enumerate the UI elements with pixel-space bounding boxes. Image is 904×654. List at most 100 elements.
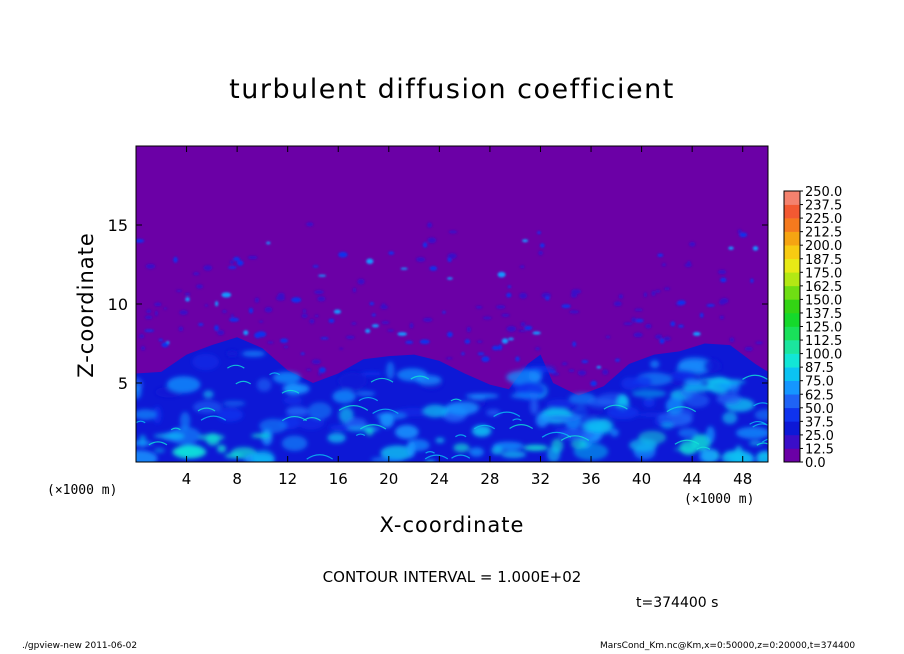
colorbar-label: 237.5 — [805, 199, 842, 214]
eddy-speck — [631, 317, 637, 323]
eddy-speck — [154, 302, 162, 307]
eddy-speck — [204, 304, 208, 307]
colorbar-label: 250.0 — [805, 185, 842, 200]
eddy-speck — [615, 358, 620, 362]
eddy-speck — [387, 329, 394, 332]
field-texture-blob — [203, 390, 214, 399]
eddy-speck — [306, 368, 312, 371]
eddy-speck — [692, 331, 701, 336]
field-texture-blob — [422, 404, 448, 418]
eddy-speck — [590, 380, 597, 387]
colorbar-label: 162.5 — [805, 280, 842, 295]
x-tick-label: 28 — [480, 470, 499, 488]
field-texture-blob — [332, 389, 356, 404]
eddy-speck — [501, 313, 510, 317]
eddy-speck — [381, 321, 390, 325]
eddy-speck — [508, 337, 514, 341]
eddy-speck — [540, 243, 545, 248]
eddy-speck — [357, 278, 365, 285]
eddy-speck — [409, 322, 414, 329]
eddy-speck — [623, 322, 633, 326]
field-texture-blob — [716, 392, 742, 405]
field-swirl — [200, 415, 227, 421]
field-swirl — [666, 406, 697, 413]
field-texture-blob — [735, 426, 768, 439]
eddy-speck — [275, 295, 286, 301]
eddy-speck — [254, 297, 260, 303]
field-texture-blob — [259, 418, 287, 434]
eddy-speck — [352, 287, 357, 293]
field-swirl — [450, 398, 462, 402]
x-tick-label: 32 — [531, 470, 550, 488]
eddy-speck — [184, 292, 191, 296]
colorbar-swatch — [784, 258, 800, 273]
field-swirl — [742, 374, 768, 380]
field-swirl — [473, 424, 496, 430]
y-axis: 5 10 15 — [108, 216, 768, 393]
field-swirl — [170, 427, 181, 431]
field-swirl — [425, 451, 435, 454]
field-swirl — [752, 423, 768, 428]
eddy-speck — [506, 293, 512, 298]
colorbar-label: 137.5 — [805, 307, 842, 322]
field-texture-blob — [632, 375, 653, 388]
eddy-speck — [154, 310, 158, 317]
colorbar-label: 225.0 — [805, 212, 842, 227]
eddy-speck — [517, 329, 527, 332]
field-texture-blob — [546, 399, 575, 409]
x-tick-label: 4 — [182, 470, 192, 488]
field-texture-blob — [153, 447, 165, 453]
colorbar-swatch — [784, 312, 800, 327]
field-texture-blob — [252, 449, 275, 462]
colorbar-label: 12.5 — [805, 442, 834, 457]
x-tick-label: 36 — [581, 470, 600, 488]
eddy-speck — [317, 296, 326, 302]
eddy-speck — [311, 359, 321, 365]
eddy-speck — [706, 304, 715, 307]
x-axis: 4 8 12 16 20 24 28 32 36 40 44 48 — [182, 146, 752, 488]
field-texture-blob — [407, 440, 416, 458]
colorbar-swatch — [784, 299, 800, 314]
field-texture-blob — [671, 370, 695, 381]
x-tick-label: 8 — [232, 470, 242, 488]
eddy-speck — [447, 277, 453, 280]
eddy-speck — [397, 332, 408, 336]
eddy-speck — [179, 310, 188, 315]
eddy-speck — [496, 305, 506, 309]
field-swirl — [355, 433, 366, 437]
field-swirl — [197, 407, 216, 412]
field-texture-blob — [136, 384, 142, 400]
field-texture-blob — [136, 450, 158, 462]
field-texture-blob — [217, 444, 227, 453]
eddy-speck — [365, 328, 371, 334]
field-swirl — [674, 439, 700, 445]
field-texture-blob — [193, 400, 222, 414]
eddy-speck — [163, 307, 168, 310]
eddy-speck — [416, 257, 426, 262]
field-texture-blob — [465, 393, 500, 399]
field-texture-blob — [660, 421, 674, 430]
eddy-speck — [139, 334, 145, 339]
field-texture-blob — [491, 446, 503, 455]
field-texture-blob — [722, 411, 738, 424]
eddy-speck — [744, 346, 753, 352]
field-swirl — [372, 408, 399, 415]
eddy-speck — [605, 335, 611, 339]
field-texture-blob — [281, 435, 308, 451]
eddy-speck — [520, 322, 526, 327]
chart-title: turbulent diffusion coefficient — [229, 74, 675, 105]
field-swirl — [136, 420, 146, 424]
eddy-speck — [657, 253, 664, 257]
field-swirl — [424, 454, 449, 460]
eddy-speck — [228, 266, 237, 269]
eddy-speck — [569, 310, 580, 314]
field-swirl — [148, 441, 168, 446]
colorbar-label: 175.0 — [805, 266, 842, 281]
eddy-speck — [670, 321, 675, 327]
eddy-speck — [196, 284, 204, 289]
colorbar-label: 75.0 — [805, 375, 834, 390]
x-tick-label: 24 — [430, 470, 449, 488]
field-texture-blob — [643, 398, 655, 408]
colorbar-label: 212.5 — [805, 226, 842, 241]
field-texture-blob — [153, 406, 162, 424]
